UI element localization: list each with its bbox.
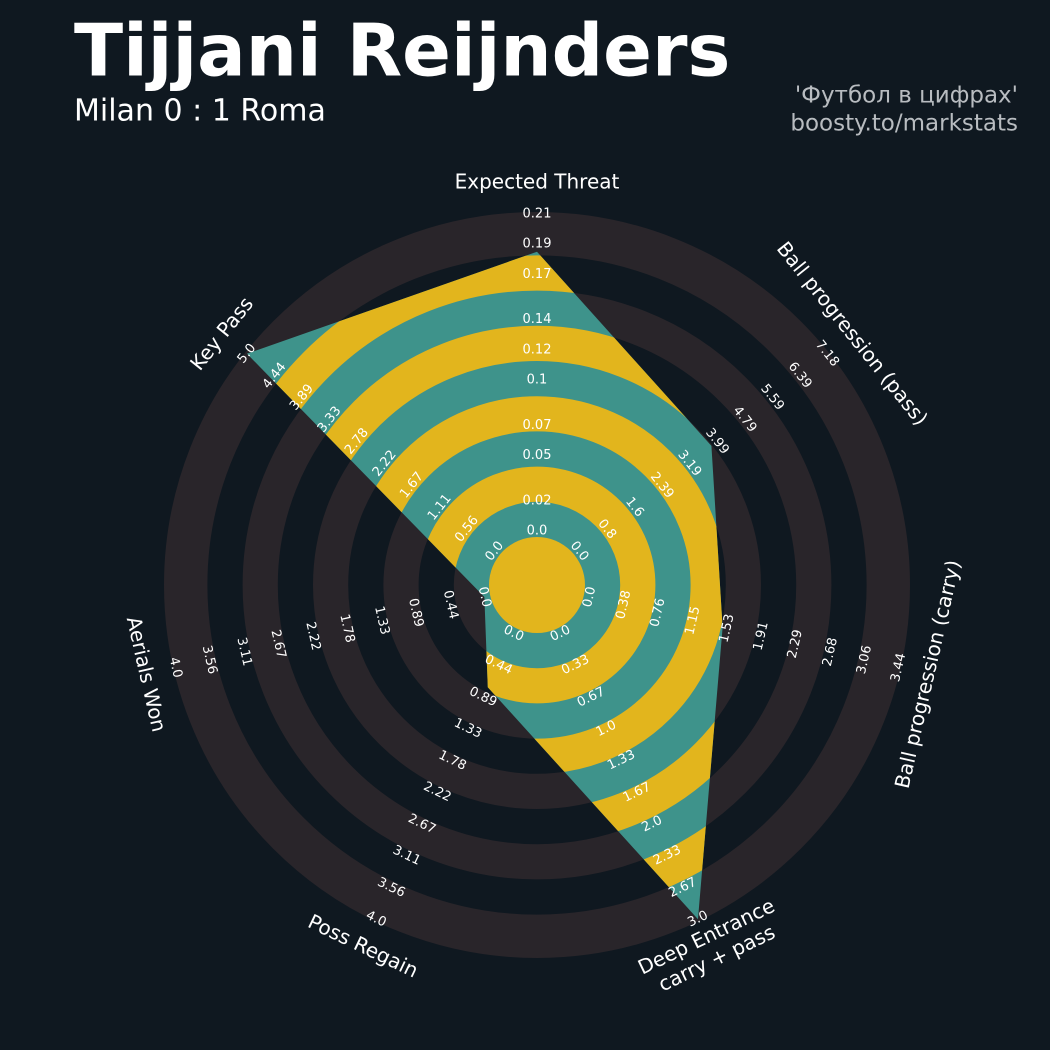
tick-label: 0.02: [523, 493, 552, 508]
tick-label: 2.22: [302, 620, 323, 652]
background-ring: [164, 212, 910, 958]
tick-label: 0.44: [440, 589, 461, 621]
tick-label: 3.06: [854, 644, 875, 676]
tick-label: 0.0: [580, 585, 599, 609]
inner-ring: [489, 537, 585, 633]
tick-label: 0.05: [523, 448, 552, 463]
tick-label: 3.11: [234, 636, 255, 668]
tick-label: 3.44: [888, 652, 909, 684]
tick-label: 0.89: [405, 597, 426, 629]
tick-label: 0.19: [523, 237, 552, 252]
tick-label: 3.56: [199, 644, 220, 676]
tick-label: 0.1: [527, 373, 548, 388]
tick-label: 1.33: [371, 605, 392, 637]
credit: boosty.to/markstats: [790, 111, 1018, 137]
tick-label: 1.15: [682, 605, 703, 637]
tick-label: 0.38: [613, 589, 634, 621]
tick-label: 0.17: [523, 267, 552, 282]
chart-subtitle: Milan 0 : 1 Roma: [74, 94, 326, 129]
tick-label: 0.0: [527, 524, 548, 539]
tick-label: 0.21: [523, 207, 552, 222]
credit: 'Футбол в цифрах': [795, 83, 1018, 109]
tick-label: 2.29: [785, 628, 806, 660]
tick-label: 1.53: [717, 613, 738, 645]
category-label: Expected Threat: [455, 170, 620, 194]
tick-label: 1.91: [751, 620, 772, 652]
chart-title: Tijjani Reijnders: [74, 9, 730, 93]
tick-label: 0.14: [523, 312, 552, 327]
tick-label: 2.68: [820, 636, 841, 668]
tick-label: 0.0: [475, 585, 494, 609]
tick-label: 0.12: [523, 342, 552, 357]
tick-label: 4.0: [166, 656, 185, 680]
tick-label: 1.78: [336, 613, 357, 645]
tick-label: 0.76: [647, 597, 668, 629]
tick-label: 2.67: [268, 628, 289, 660]
tick-label: 0.07: [523, 418, 552, 433]
